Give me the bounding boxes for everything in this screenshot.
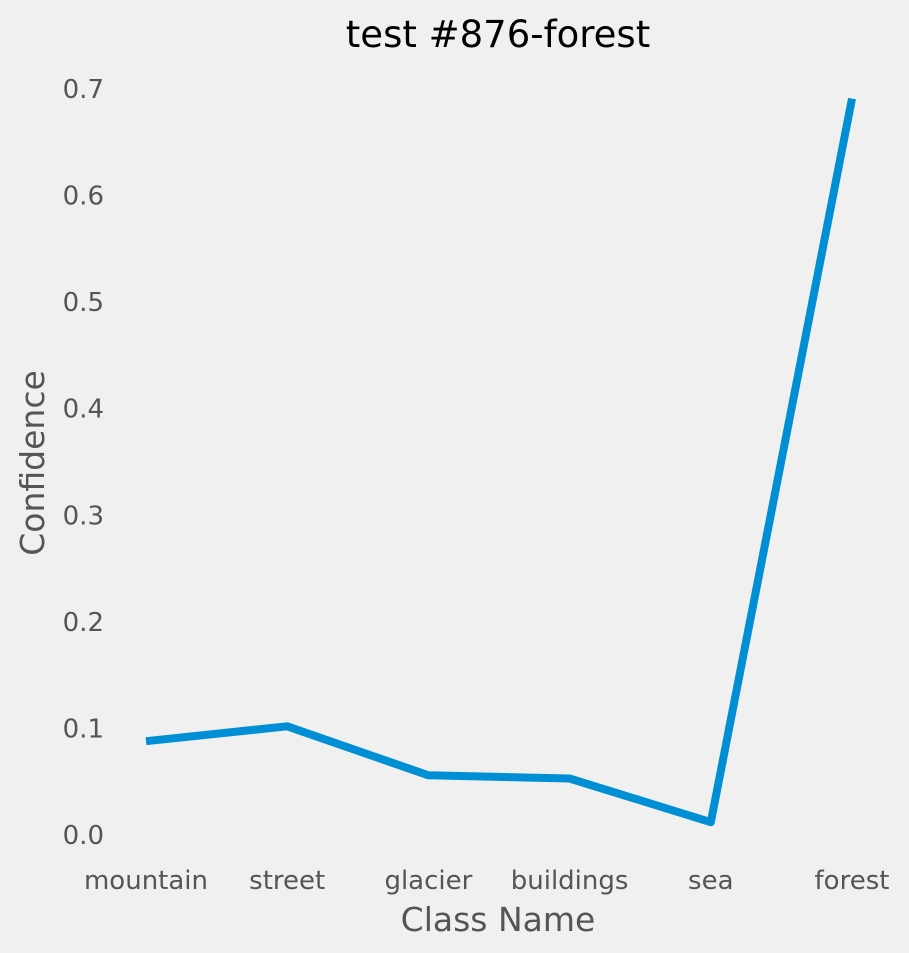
x-tick-label: glacier <box>384 866 472 896</box>
x-tick-label: buildings <box>511 866 629 896</box>
y-axis-label: Confidence <box>13 370 52 556</box>
y-tick-label: 0.7 <box>63 75 104 105</box>
x-axis-label: Class Name <box>401 900 596 939</box>
y-tick-label: 0.4 <box>63 395 104 425</box>
y-tick-label: 0.0 <box>63 821 104 851</box>
y-tick-label: 0.6 <box>63 182 104 212</box>
chart-title: test #876-forest <box>346 13 650 56</box>
x-tick-label: sea <box>688 866 733 896</box>
series-layer <box>145 97 856 827</box>
y-tick-label: 0.2 <box>63 608 104 638</box>
x-axis-ticks: mountain street glacier buildings sea forest <box>84 866 889 896</box>
y-axis-ticks: 0.0 0.1 0.2 0.3 0.4 0.5 0.6 0.7 <box>63 75 104 851</box>
series-line <box>145 97 856 827</box>
y-tick-label: 0.3 <box>63 501 104 531</box>
x-tick-label: mountain <box>84 866 208 896</box>
x-tick-label: forest <box>815 866 890 896</box>
y-tick-label: 0.5 <box>63 288 104 318</box>
y-tick-label: 0.1 <box>63 714 104 744</box>
x-tick-label: street <box>249 866 325 896</box>
